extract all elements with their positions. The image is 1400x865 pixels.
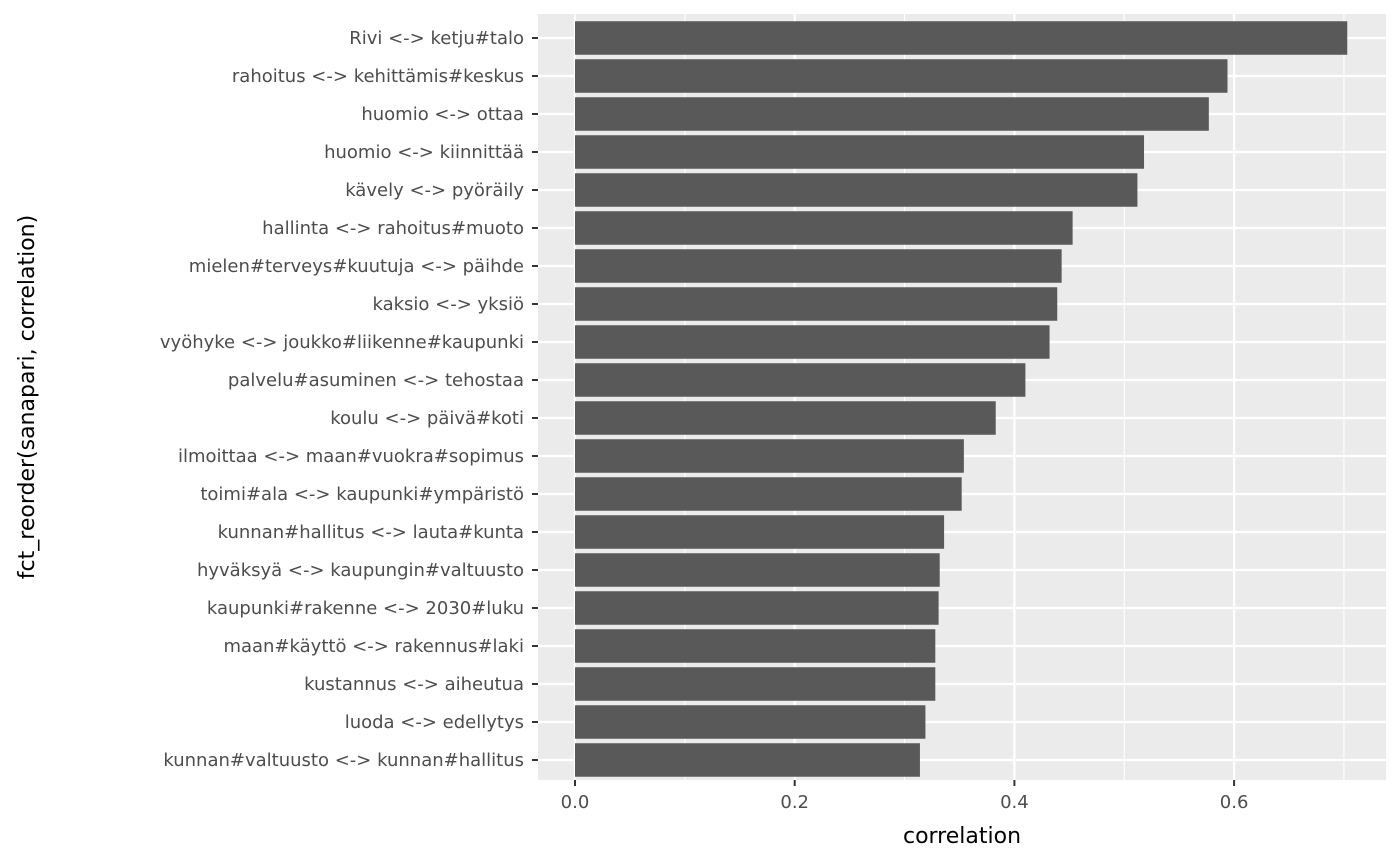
y-tick-label: palvelu#asuminen <-> tehostaa bbox=[228, 370, 524, 391]
y-tick-label: maan#käyttö <-> rakennus#laki bbox=[223, 636, 524, 657]
y-tick-label: mielen#terveys#kuutuja <-> päihde bbox=[189, 256, 524, 277]
bar bbox=[575, 249, 1062, 283]
bar bbox=[575, 59, 1228, 93]
y-tick-label: hallinta <-> rahoitus#muoto bbox=[262, 218, 524, 239]
x-tick-label: 0.2 bbox=[780, 792, 809, 813]
bar bbox=[575, 21, 1348, 55]
bar bbox=[575, 439, 964, 473]
bar bbox=[575, 287, 1058, 321]
bar bbox=[575, 97, 1209, 131]
y-tick-label: rahoitus <-> kehittämis#keskus bbox=[232, 66, 524, 87]
bar bbox=[575, 401, 996, 435]
y-tick-label: ilmoittaa <-> maan#vuokra#sopimus bbox=[178, 446, 524, 467]
y-tick-label: huomio <-> ottaa bbox=[361, 104, 524, 125]
bar bbox=[575, 325, 1050, 359]
bar bbox=[575, 667, 936, 701]
bar bbox=[575, 173, 1138, 207]
x-tick-label: 0.4 bbox=[1000, 792, 1029, 813]
y-tick-label: huomio <-> kiinnittää bbox=[324, 142, 524, 163]
bar bbox=[575, 629, 936, 663]
y-tick-label: luoda <-> edellytys bbox=[345, 712, 524, 733]
x-tick-label: 0.0 bbox=[561, 792, 590, 813]
y-axis-title: fct_reorder(sanapari, correlation) bbox=[15, 215, 40, 579]
y-tick-label: kunnan#valtuusto <-> kunnan#hallitus bbox=[163, 750, 524, 771]
bar bbox=[575, 363, 1026, 397]
y-tick-label: kaupunki#rakenne <-> 2030#luku bbox=[207, 598, 524, 619]
bar bbox=[575, 591, 939, 625]
y-tick-label: Rivi <-> ketju#talo bbox=[349, 28, 524, 49]
y-tick-label: kävely <-> pyöräily bbox=[345, 180, 524, 201]
bar bbox=[575, 477, 962, 511]
y-tick-label: toimi#ala <-> kaupunki#ympäristö bbox=[200, 484, 524, 505]
y-tick-label: kunnan#hallitus <-> lauta#kunta bbox=[218, 522, 524, 543]
bar bbox=[575, 211, 1073, 245]
bar bbox=[575, 135, 1145, 169]
y-tick-label: kustannus <-> aiheutua bbox=[304, 674, 524, 695]
bar bbox=[575, 553, 940, 587]
y-tick-label: vyöhyke <-> joukko#liikenne#kaupunki bbox=[160, 332, 524, 353]
y-tick-label: kaksio <-> yksiö bbox=[372, 294, 524, 315]
y-tick-label: hyväksyä <-> kaupungin#valtuusto bbox=[197, 560, 524, 581]
y-tick-label: koulu <-> päivä#koti bbox=[330, 408, 524, 429]
x-axis-title: correlation bbox=[903, 824, 1021, 849]
bar bbox=[575, 743, 920, 777]
bar bbox=[575, 515, 945, 549]
x-tick-label: 0.6 bbox=[1220, 792, 1249, 813]
bar bbox=[575, 705, 926, 739]
